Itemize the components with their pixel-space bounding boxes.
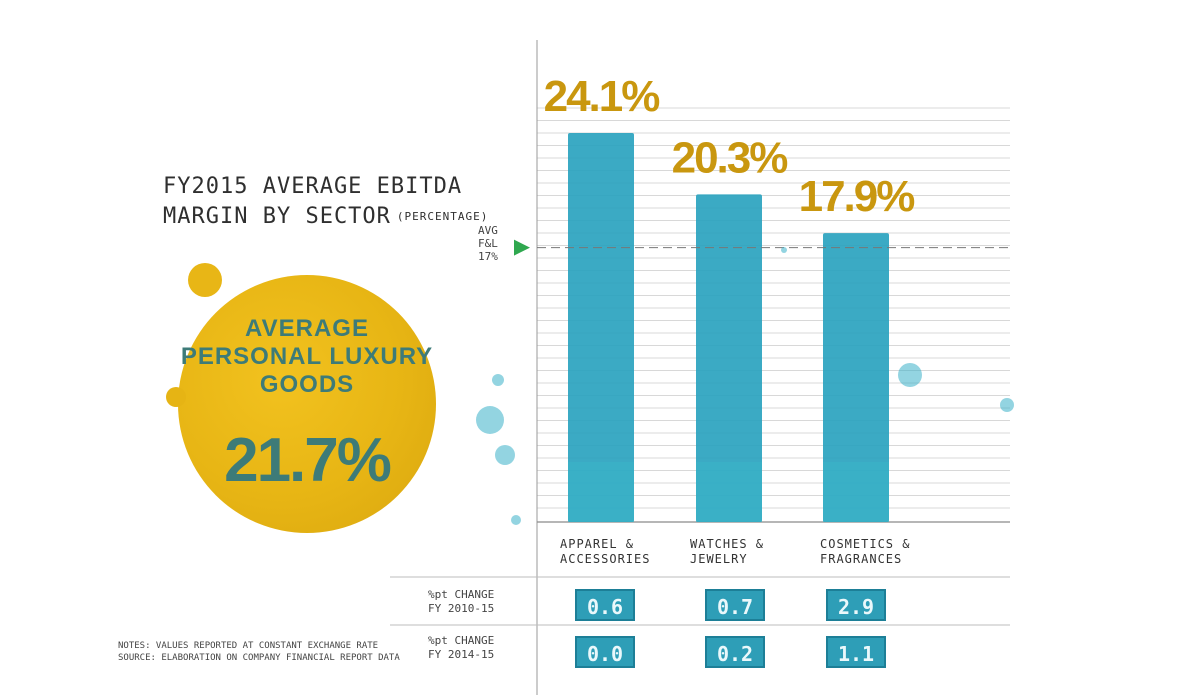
bar-2 xyxy=(823,233,889,522)
change-2014-cosmetics: 1.1 xyxy=(826,636,886,668)
average-luxury-label-line3: GOODS xyxy=(259,371,355,398)
avg-fl-label: AVG F&L 17% xyxy=(478,224,498,263)
avg-fl-label-line2: F&L xyxy=(478,237,498,250)
notes-line2: SOURCE: ELABORATION ON COMPANY FINANCIAL… xyxy=(118,653,400,663)
category-label-line1: APPAREL & xyxy=(560,537,635,551)
chart-title-line2: MARGIN BY SECTOR xyxy=(163,204,391,229)
chart-title-line1: FY2015 AVERAGE EBITDA xyxy=(163,174,463,199)
ink-splash xyxy=(476,406,504,434)
bar-1 xyxy=(696,194,762,522)
category-label-line2: JEWELRY xyxy=(690,552,748,566)
row-label-line2: FY 2014-15 xyxy=(428,648,495,661)
category-label-cosmetics: COSMETICS & FRAGRANCES xyxy=(820,537,910,567)
change-2010-watches: 0.7 xyxy=(705,589,765,621)
bar-value-label-2: 17.9% xyxy=(799,172,915,221)
row-label-line1: %pt CHANGE xyxy=(428,588,495,601)
category-label-line2: ACCESSORIES xyxy=(560,552,651,566)
change-2014-watches: 0.2 xyxy=(705,636,765,668)
ink-splash xyxy=(495,445,515,465)
row-label-line2: FY 2010-15 xyxy=(428,602,495,615)
bar-wash-0 xyxy=(568,462,634,522)
change-2014-apparel: 0.0 xyxy=(575,636,635,668)
avg-fl-label-line1: AVG xyxy=(478,224,498,237)
category-label-line2: FRAGRANCES xyxy=(820,552,903,566)
ink-splash xyxy=(511,515,521,525)
ink-drop xyxy=(188,263,222,297)
ink-splash xyxy=(492,374,504,386)
average-luxury-value: 21.7% xyxy=(224,426,392,495)
category-label-apparel: APPAREL & ACCESSORIES xyxy=(560,537,650,567)
average-luxury-label: AVERAGE PERSONAL LUXURY GOODS xyxy=(178,315,436,399)
bar-wash-2 xyxy=(823,462,889,522)
average-luxury-label-line1: AVERAGE xyxy=(245,315,369,342)
row-label-change-2010: %pt CHANGE FY 2010-15 xyxy=(428,588,494,616)
row-label-change-2014: %pt CHANGE FY 2014-15 xyxy=(428,634,494,662)
bar-wash-1 xyxy=(696,462,762,522)
notes-line1: NOTES: VALUES REPORTED AT CONSTANT EXCHA… xyxy=(118,641,379,651)
bar-0 xyxy=(568,133,634,522)
bar-value-label-1: 20.3% xyxy=(672,133,788,182)
chart-title: FY2015 AVERAGE EBITDA MARGIN BY SECTOR (P… xyxy=(163,172,493,232)
ink-drop xyxy=(166,387,186,407)
row-label-line1: %pt CHANGE xyxy=(428,634,495,647)
ink-splash xyxy=(781,247,787,253)
notes: NOTES: VALUES REPORTED AT CONSTANT EXCHA… xyxy=(118,640,400,664)
category-label-line1: COSMETICS & xyxy=(820,537,911,551)
ink-splash xyxy=(898,363,922,387)
category-label-line1: WATCHES & xyxy=(690,537,765,551)
change-2010-cosmetics: 2.9 xyxy=(826,589,886,621)
average-luxury-badge: AVERAGE PERSONAL LUXURY GOODS 21.7% xyxy=(166,263,436,533)
ink-splash xyxy=(1000,398,1014,412)
bar-value-label-0: 24.1% xyxy=(544,72,660,121)
category-label-watches: WATCHES & JEWELRY xyxy=(690,537,764,567)
chart-title-unit: (PERCENTAGE) xyxy=(396,210,489,223)
change-2010-apparel: 0.6 xyxy=(575,589,635,621)
avg-reference-marker xyxy=(514,239,530,256)
avg-fl-label-line3: 17% xyxy=(478,250,498,263)
average-luxury-label-line2: PERSONAL LUXURY xyxy=(180,343,434,370)
